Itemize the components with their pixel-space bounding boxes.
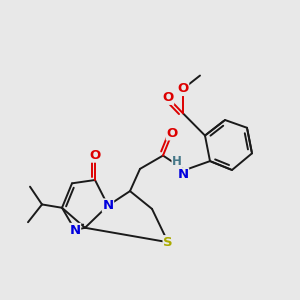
Text: H: H (172, 154, 182, 168)
Text: N: N (102, 199, 114, 212)
Text: O: O (162, 91, 174, 104)
Text: N: N (177, 168, 189, 181)
Text: N: N (69, 224, 81, 236)
Text: O: O (177, 82, 189, 95)
Text: O: O (167, 127, 178, 140)
Text: S: S (163, 236, 173, 249)
Text: O: O (89, 149, 100, 162)
